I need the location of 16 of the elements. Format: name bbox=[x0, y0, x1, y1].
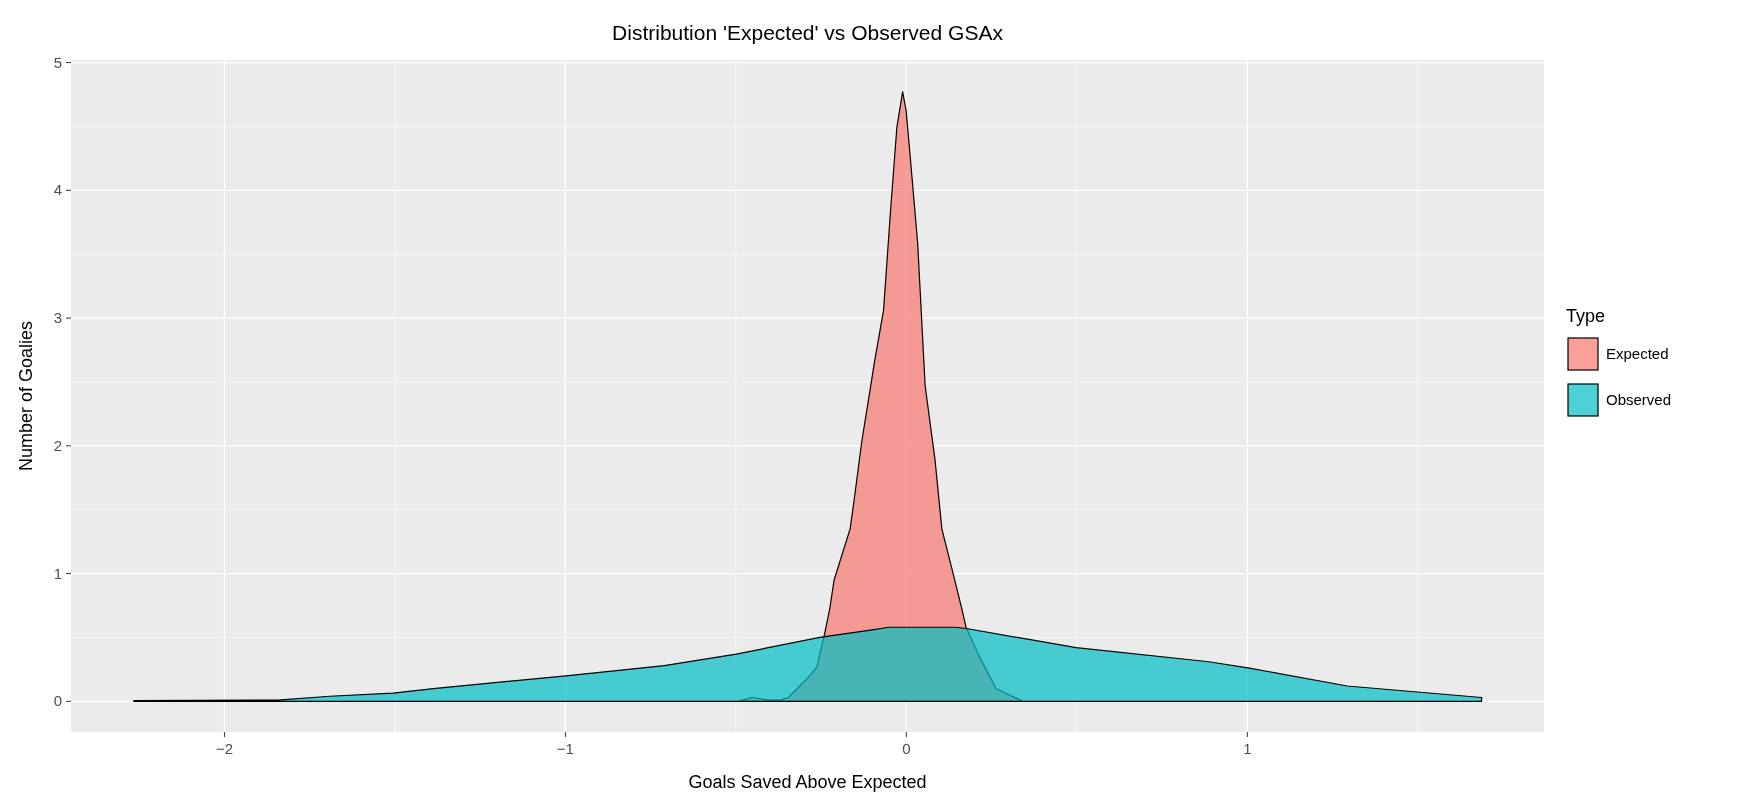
y-tick-label: 0 bbox=[53, 692, 62, 710]
x-tick-label: 1 bbox=[1243, 740, 1252, 757]
legend-label: Expected bbox=[1606, 345, 1669, 362]
y-tick-label: 3 bbox=[53, 309, 62, 327]
chart-title: Distribution 'Expected' vs Observed GSAx bbox=[612, 21, 1004, 44]
x-tick-label: 0 bbox=[902, 740, 911, 757]
x-tick-label: −2 bbox=[215, 740, 233, 757]
x-axis-title: Goals Saved Above Expected bbox=[688, 772, 927, 792]
legend-label: Observed bbox=[1606, 391, 1672, 408]
x-tick-label: −1 bbox=[556, 740, 574, 757]
y-tick-label: 5 bbox=[53, 53, 62, 71]
y-tick-label: 2 bbox=[53, 436, 62, 454]
y-axis-title: Number of Goalies bbox=[16, 320, 36, 472]
legend-title: Type bbox=[1566, 306, 1606, 326]
y-tick-label: 4 bbox=[53, 181, 62, 199]
y-tick-label: 1 bbox=[53, 564, 62, 582]
